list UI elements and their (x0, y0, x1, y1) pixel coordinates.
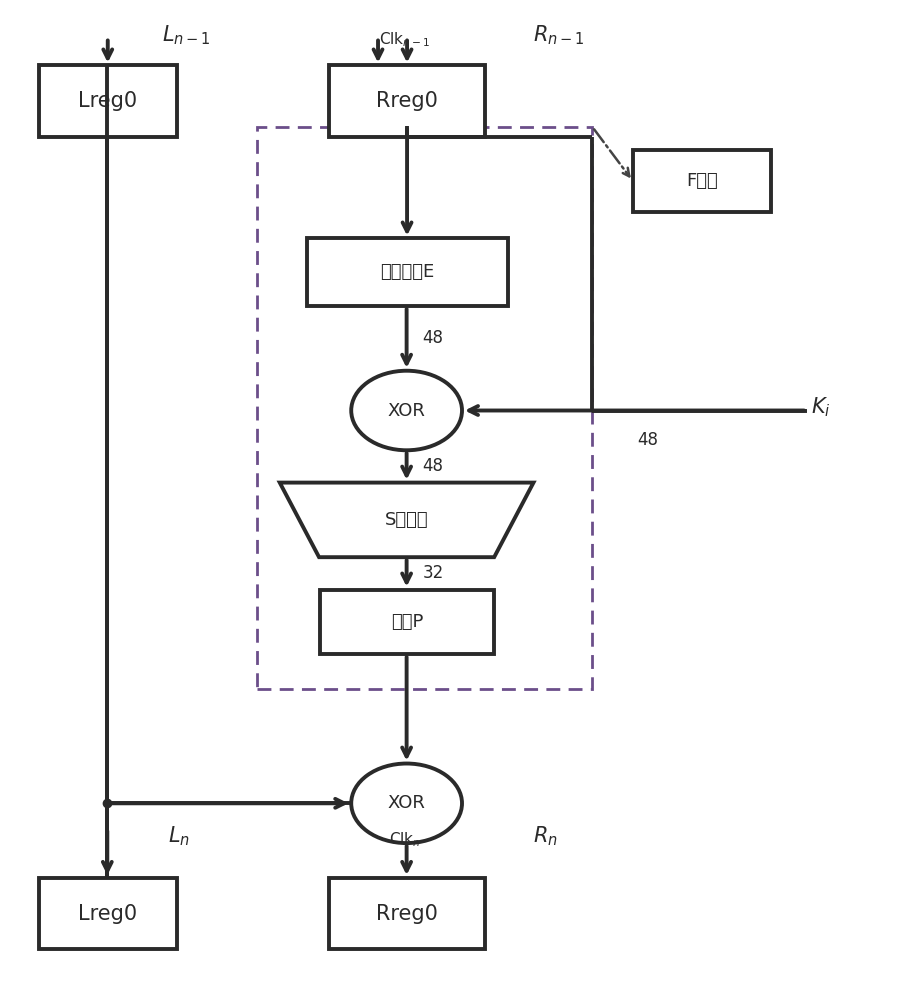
Text: $R_{n-1}$: $R_{n-1}$ (533, 24, 584, 47)
Bar (257, 127, 592, 689)
Bar (329, 65, 485, 137)
Text: Rreg0: Rreg0 (376, 91, 438, 111)
Ellipse shape (352, 764, 462, 843)
Text: $K_i$: $K_i$ (811, 396, 831, 419)
Text: S盒替换: S盒替换 (385, 511, 429, 529)
Bar (39, 65, 177, 137)
Ellipse shape (352, 371, 462, 450)
Bar (39, 878, 177, 949)
Text: $\mathrm{Clk}_{n}$: $\mathrm{Clk}_{n}$ (389, 831, 421, 849)
Bar (329, 878, 485, 949)
Text: 48: 48 (637, 431, 658, 449)
Text: Lreg0: Lreg0 (78, 904, 138, 924)
Text: $\mathrm{Clk}_{n-1}$: $\mathrm{Clk}_{n-1}$ (379, 30, 431, 49)
Polygon shape (280, 483, 533, 557)
Text: $L_{n}$: $L_{n}$ (168, 824, 190, 848)
Bar (320, 589, 494, 654)
Text: 48: 48 (423, 457, 444, 475)
Text: 48: 48 (423, 329, 444, 347)
Text: $R_{n}$: $R_{n}$ (532, 824, 557, 848)
Text: 置换P: 置换P (391, 613, 423, 631)
Text: XOR: XOR (387, 401, 425, 420)
Text: $L_{n-1}$: $L_{n-1}$ (162, 24, 210, 47)
Text: 扩展置换E: 扩展置换E (380, 263, 434, 281)
Bar (307, 238, 508, 306)
Text: F函数: F函数 (686, 172, 717, 190)
Text: 32: 32 (423, 564, 444, 582)
Text: Lreg0: Lreg0 (78, 91, 138, 111)
Bar (633, 150, 771, 212)
Text: XOR: XOR (387, 794, 425, 812)
Text: Rreg0: Rreg0 (376, 904, 438, 924)
